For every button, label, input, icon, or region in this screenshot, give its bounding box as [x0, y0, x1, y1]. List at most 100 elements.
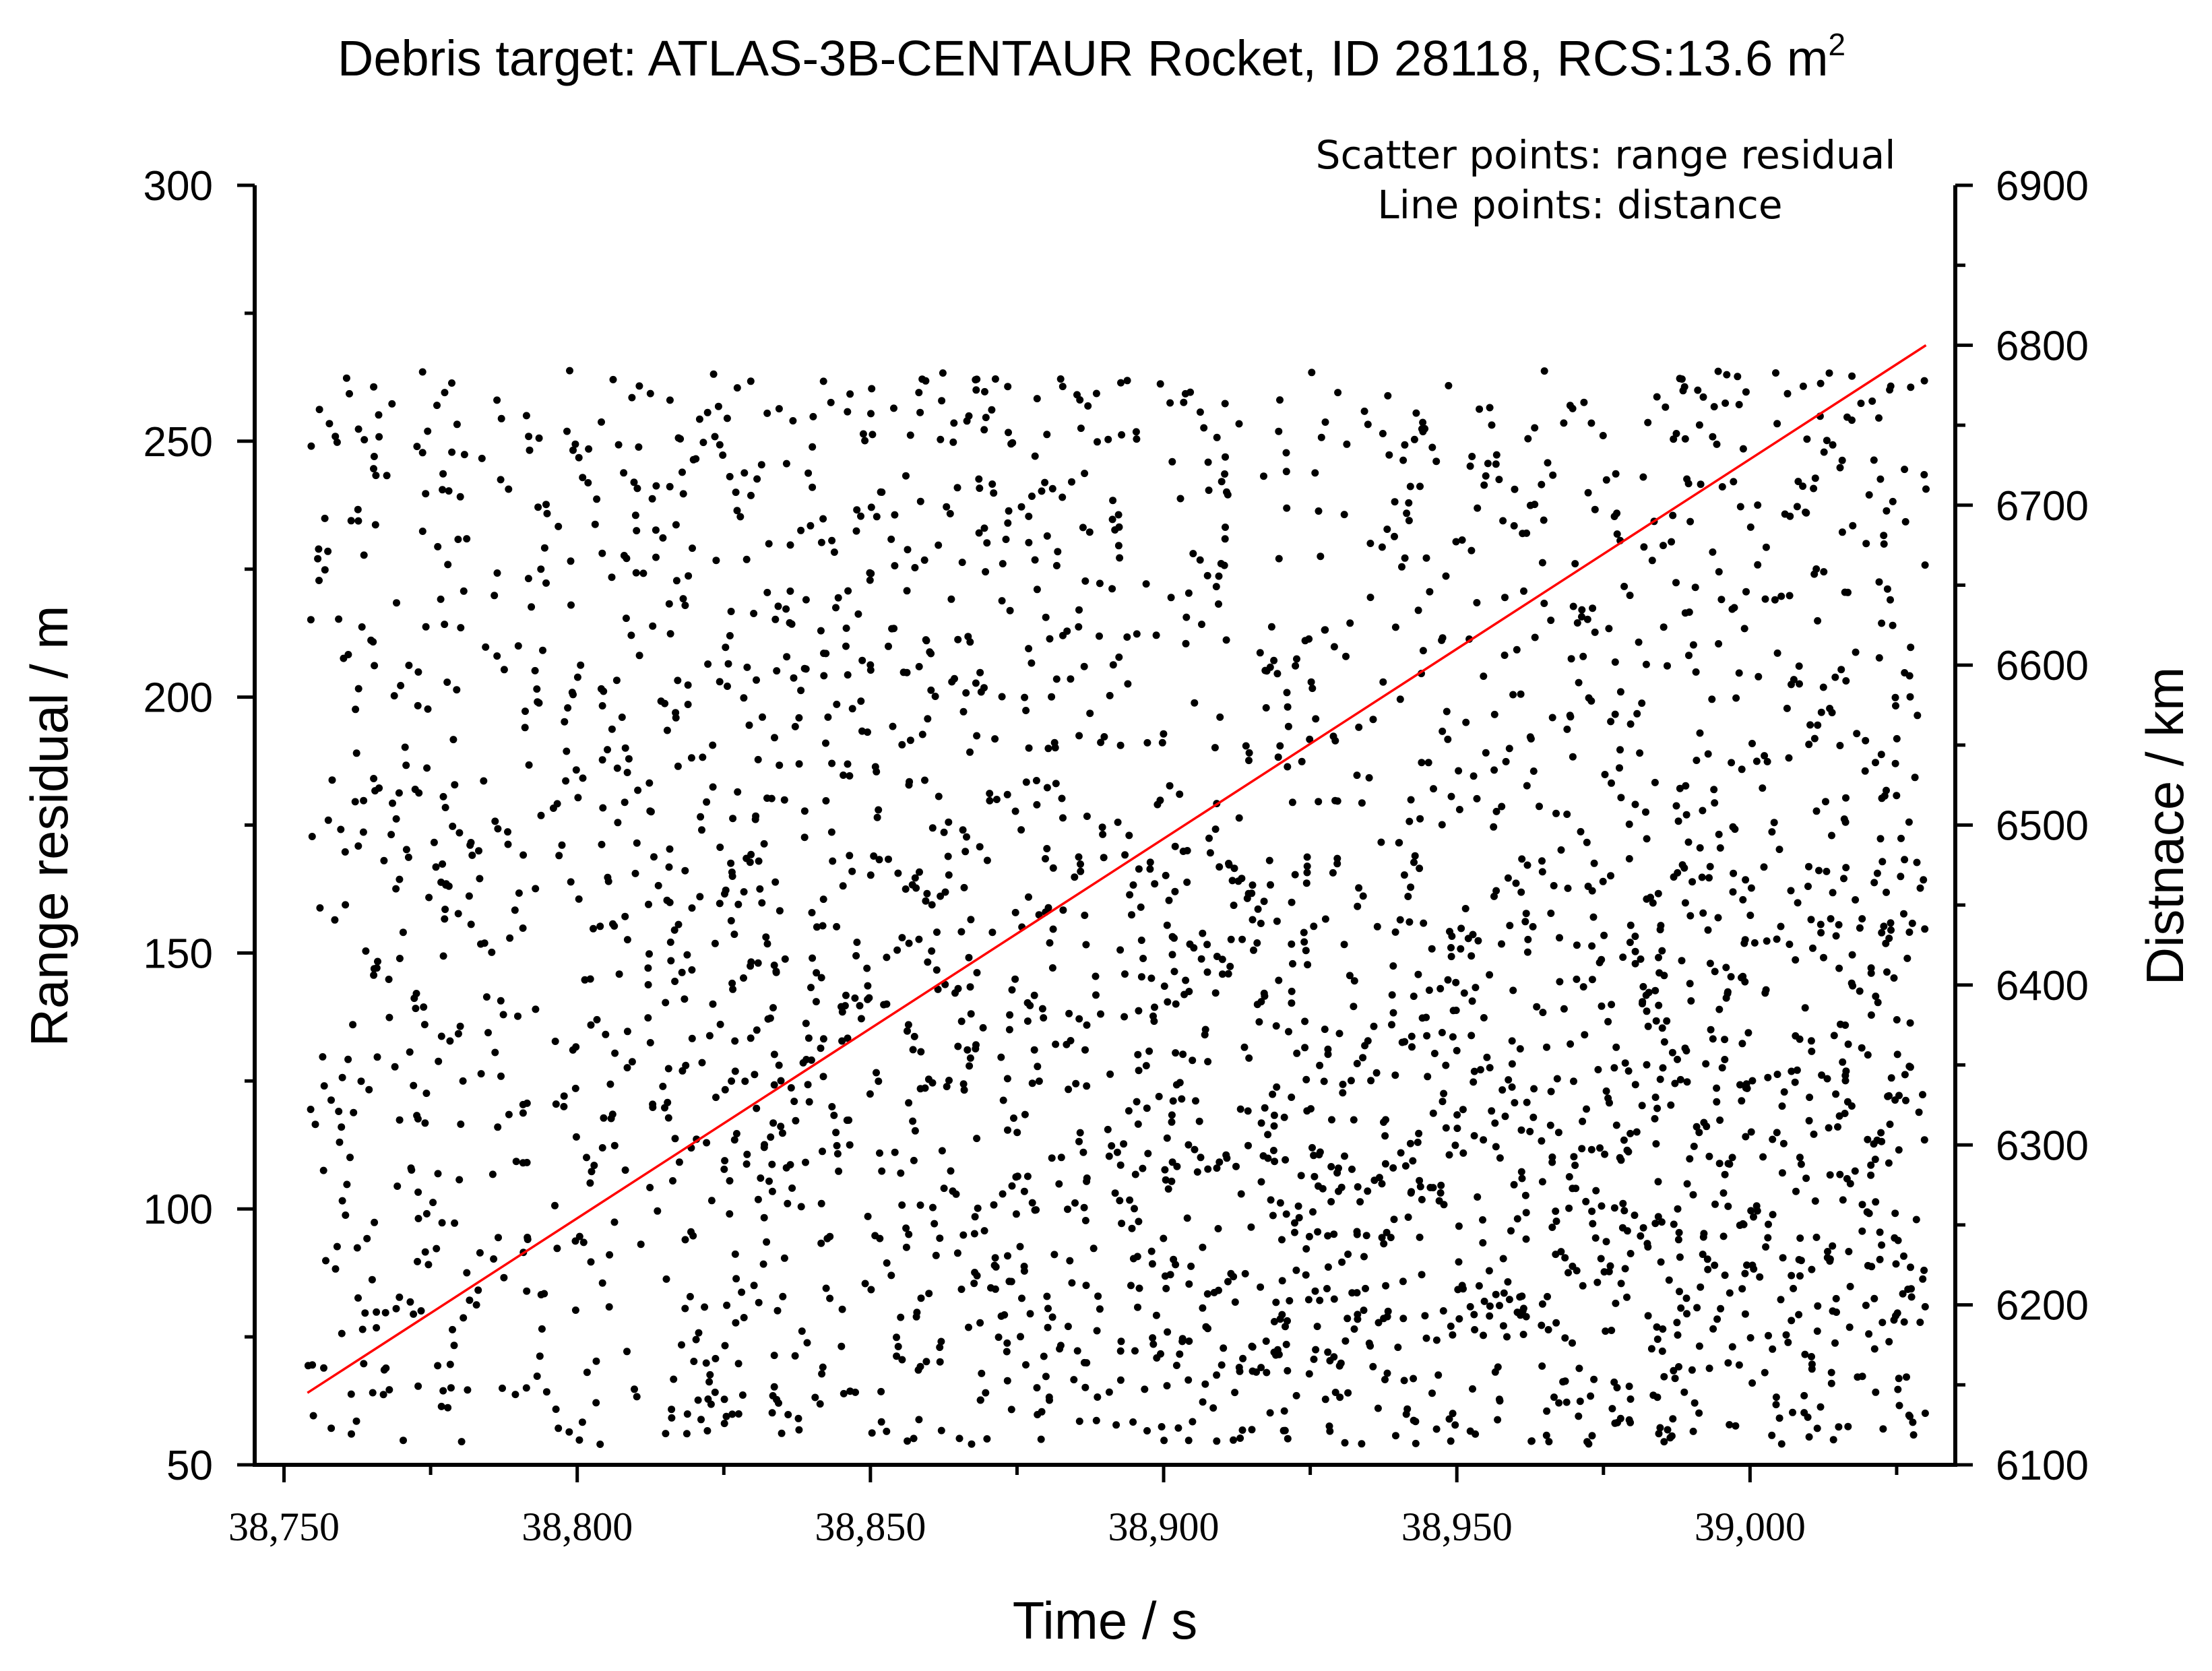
scatter-point: [618, 714, 626, 721]
scatter-point: [1180, 990, 1189, 999]
scatter-point: [1689, 1427, 1697, 1435]
scatter-point: [1620, 1136, 1628, 1144]
scatter-point: [1434, 1371, 1443, 1379]
scatter-point: [1878, 794, 1886, 802]
scatter-point: [585, 445, 593, 453]
scatter-point: [1199, 1243, 1207, 1251]
scatter-point: [1894, 1385, 1902, 1393]
scatter-point: [1602, 1238, 1610, 1246]
scatter-point: [1649, 899, 1657, 907]
scatter-point: [683, 1410, 691, 1418]
scatter-point: [816, 1400, 824, 1408]
scatter-point: [949, 438, 957, 446]
scatter-point: [751, 815, 759, 823]
scatter-point: [1166, 399, 1174, 407]
scatter-point: [845, 1116, 853, 1124]
scatter-point: [1777, 592, 1786, 600]
scatter-point: [1479, 1216, 1486, 1224]
scatter-point: [1096, 579, 1104, 588]
scatter-point: [1327, 1198, 1335, 1205]
scatter-point: [1870, 456, 1878, 464]
scatter-point: [1080, 1203, 1088, 1211]
scatter-point: [1914, 712, 1922, 720]
scatter-point: [1262, 1337, 1270, 1345]
scatter-point: [732, 1130, 740, 1137]
scatter-point: [1458, 536, 1466, 544]
scatter-point: [1049, 864, 1057, 872]
scatter-point: [1714, 367, 1722, 375]
scatter-point: [679, 595, 687, 603]
scatter-point: [1699, 807, 1707, 815]
scatter-point: [1057, 1154, 1065, 1162]
scatter-point: [1578, 606, 1586, 614]
scatter-point: [1668, 1048, 1676, 1057]
scatter-point: [1131, 1347, 1139, 1355]
scatter-point: [1396, 695, 1404, 703]
scatter-point: [482, 643, 490, 651]
scatter-point: [1612, 1299, 1620, 1307]
scatter-point: [1308, 685, 1317, 693]
scatter-point: [1350, 1325, 1358, 1333]
scatter-point: [525, 433, 533, 441]
scatter-point: [719, 451, 727, 459]
scatter-point: [1652, 1017, 1660, 1025]
scatter-point: [1696, 844, 1704, 852]
scatter-point: [1220, 1344, 1228, 1352]
scatter-point: [1236, 1105, 1244, 1113]
scatter-point: [1449, 1007, 1457, 1015]
scatter-point: [992, 796, 1001, 803]
scatter-point: [417, 1307, 425, 1315]
scatter-point: [1458, 1282, 1466, 1290]
scatter-point: [853, 506, 861, 514]
scatter-point: [1222, 524, 1229, 531]
scatter-point: [1422, 554, 1430, 562]
scatter-point: [662, 999, 670, 1007]
scatter-point: [1447, 792, 1455, 800]
scatter-point: [1484, 460, 1492, 468]
y2-tick-label: 6300: [1996, 1123, 2089, 1169]
scatter-point: [688, 1034, 696, 1042]
scatter-point: [1108, 585, 1116, 593]
scatter-point: [1892, 702, 1899, 710]
scatter-point: [1468, 453, 1476, 460]
scatter-point: [887, 535, 895, 543]
scatter-point: [1221, 470, 1229, 478]
scatter-point: [795, 714, 803, 722]
scatter-point: [1035, 911, 1043, 919]
scatter-point: [1389, 962, 1397, 970]
scatter-point: [1273, 670, 1282, 678]
scatter-point: [1812, 1233, 1821, 1241]
scatter-point: [1330, 1230, 1338, 1238]
scatter-point: [1003, 1348, 1011, 1356]
scatter-point: [707, 1400, 715, 1408]
scatter-point: [674, 920, 683, 928]
scatter-point: [1585, 1440, 1593, 1448]
scatter-point: [370, 465, 377, 473]
scatter-point: [716, 1020, 724, 1028]
scatter-point: [846, 772, 854, 780]
scatter-point: [1612, 1121, 1620, 1129]
scatter-point: [809, 412, 817, 420]
scatter-point: [1420, 919, 1428, 927]
scatter-point: [734, 1410, 742, 1418]
scatter-point: [1502, 757, 1510, 765]
scatter-point: [512, 1158, 520, 1166]
scatter-point: [770, 1383, 778, 1391]
scatter-point: [650, 853, 658, 861]
scatter-point: [1353, 1230, 1361, 1238]
scatter-point: [1378, 1180, 1386, 1188]
scatter-point: [1005, 1026, 1013, 1034]
scatter-point: [439, 860, 447, 868]
scatter-point: [1536, 802, 1543, 811]
scatter-point: [577, 661, 585, 669]
scatter-point: [392, 815, 400, 823]
scatter-point: [414, 1382, 422, 1390]
scatter-point: [1759, 784, 1767, 792]
scatter-point: [523, 1287, 531, 1295]
scatter-point: [455, 829, 464, 837]
scatter-point: [1834, 1123, 1841, 1131]
scatter-point: [1439, 727, 1447, 735]
scatter-point: [997, 1053, 1005, 1061]
scatter-point: [1307, 678, 1315, 686]
scatter-point: [1342, 652, 1350, 660]
